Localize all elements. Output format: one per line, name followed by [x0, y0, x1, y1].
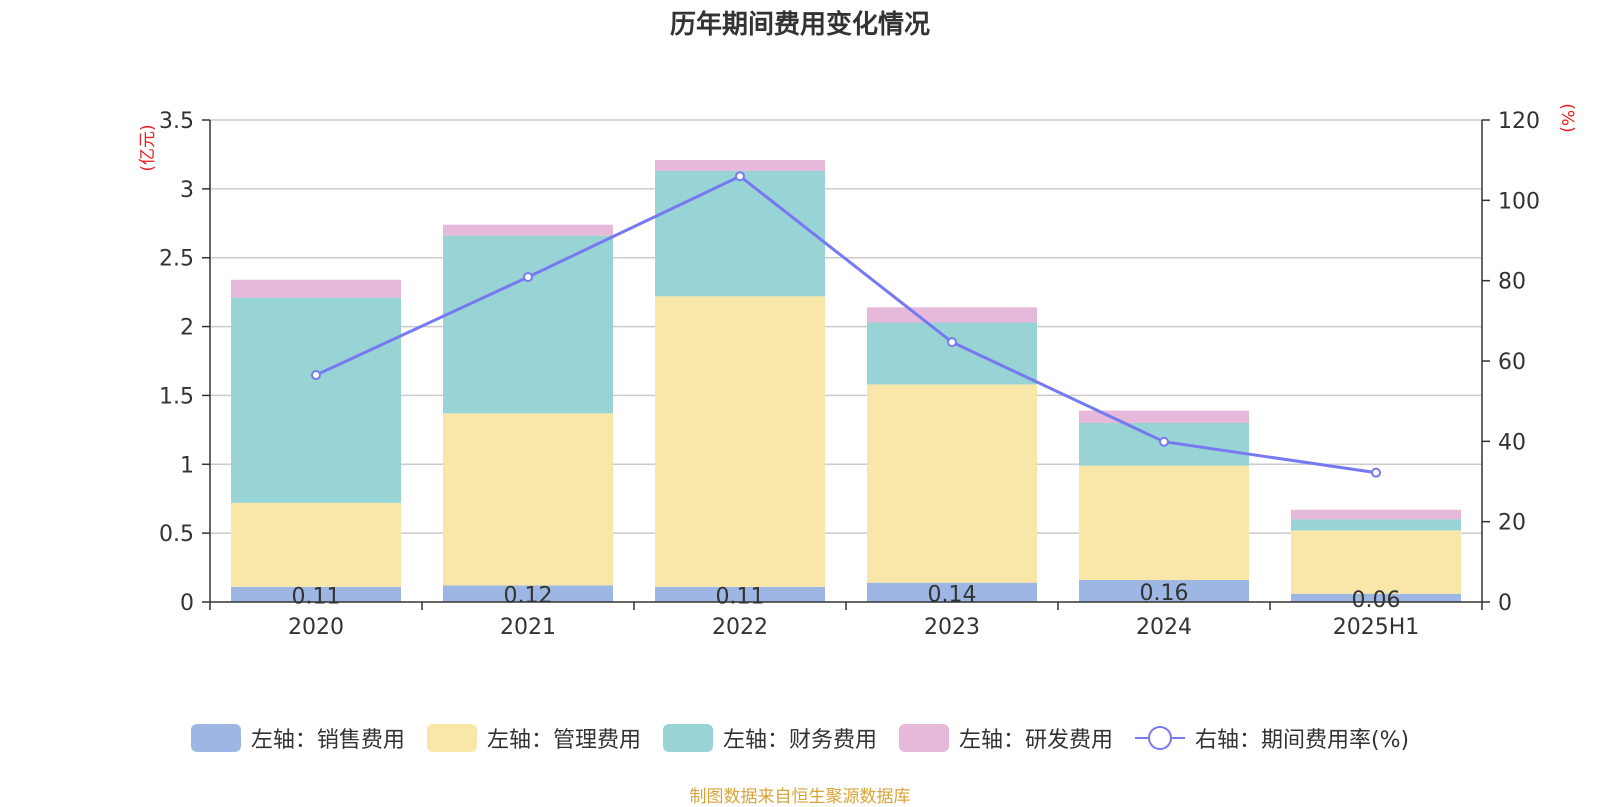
bar-segment-s0-2021 [443, 585, 613, 602]
legend-swatch-finance [662, 724, 713, 752]
bar-segment-s0-2024 [1079, 579, 1249, 602]
bar-segment-s1-2024 [1079, 465, 1249, 580]
rate-line [315, 174, 1377, 475]
legend-item-admin[interactable]: 左轴：管理费用 [426, 722, 641, 754]
rate-point-2020 [311, 370, 321, 381]
bar-segment-s0-2025H1 [1291, 593, 1461, 602]
legend-item-sales[interactable]: 左轴：销售费用 [190, 722, 405, 754]
x-tick-label-2021: 2021 [500, 615, 556, 640]
rate-point-2022 [735, 171, 745, 182]
rate-point-2024 [1159, 436, 1169, 447]
rate-point-2023 [947, 337, 957, 348]
right-tick-label: 100 [1498, 189, 1540, 214]
right-axis-unit: (%) [1557, 103, 1577, 132]
right-tick-label: 120 [1498, 109, 1540, 134]
axes-layer: 0 0.5 1 1.5 2 2.5 3 3.5 0 20 40 60 80 100 120 2020 2021 2… [159, 109, 1540, 640]
legend-swatch-rnd [898, 724, 949, 752]
bar-segment-s1-2023 [867, 384, 1037, 583]
bar-segment-s3-2023 [867, 307, 1037, 323]
bar-segment-s1-2025H1 [1291, 530, 1461, 594]
legend-swatch-sales [190, 724, 241, 752]
right-tick-label: 0 [1498, 591, 1512, 616]
bar-segment-s0-2020 [231, 586, 401, 602]
left-tick-label: 0.5 [159, 522, 194, 547]
labels-layer: 0.11 0.12 0.11 0.14 0.16 0.06 [292, 581, 1401, 613]
source-note: 制图数据来自恒生聚源数据库 [689, 787, 911, 807]
legend: 左轴：销售费用 左轴：管理费用 左轴：财务费用 左轴：研发费用 右轴：期间费用率… [0, 722, 1600, 754]
x-tick-label-2024: 2024 [1136, 615, 1192, 640]
right-tick-label: 60 [1498, 350, 1526, 375]
data-label-2020: 0.11 [292, 584, 341, 609]
right-tick-label: 40 [1498, 430, 1526, 455]
bar-segment-s2-2020 [231, 297, 401, 503]
bar-segment-s3-2022 [655, 159, 825, 171]
legend-item-finance[interactable]: 左轴：财务费用 [662, 722, 877, 754]
legend-line-marker-icon [1134, 724, 1185, 752]
legend-label-rate: 右轴：期间费用率(%) [1194, 728, 1410, 753]
rate-point-2025H1 [1371, 467, 1381, 478]
x-tick-label-2020: 2020 [288, 615, 344, 640]
left-tick-label: 3 [180, 178, 194, 203]
left-tick-label: 3.5 [159, 109, 194, 134]
left-tick-label: 1.5 [159, 384, 194, 409]
legend-swatch-admin [426, 724, 477, 752]
bars-layer [231, 159, 1461, 602]
left-tick-label: 2.5 [159, 247, 194, 272]
data-label-2025H1: 0.06 [1352, 588, 1401, 613]
x-tick-label-2025H1: 2025H1 [1333, 615, 1420, 640]
data-label-2021: 0.12 [504, 584, 553, 609]
left-tick-label: 1 [180, 453, 194, 478]
data-label-2024: 0.16 [1140, 581, 1189, 606]
left-tick-label: 2 [180, 316, 194, 341]
legend-label-rnd: 左轴：研发费用 [958, 728, 1113, 753]
x-tick-label-2022: 2022 [712, 615, 768, 640]
rate-point-2021 [523, 272, 533, 283]
bar-segment-s3-2021 [443, 224, 613, 236]
left-tick-label: 0 [180, 591, 194, 616]
bar-segment-s1-2021 [443, 413, 613, 586]
x-tick-label-2023: 2023 [924, 615, 980, 640]
bar-segment-s3-2020 [231, 279, 401, 298]
bar-segment-s3-2025H1 [1291, 509, 1461, 520]
bar-segment-s2-2021 [443, 235, 613, 414]
right-tick-label: 80 [1498, 270, 1526, 295]
bar-segment-s1-2020 [231, 502, 401, 587]
bar-segment-s1-2022 [655, 296, 825, 587]
legend-item-rnd[interactable]: 左轴：研发费用 [898, 722, 1113, 754]
data-label-2022: 0.11 [716, 584, 765, 609]
bar-segment-s3-2024 [1079, 410, 1249, 423]
bar-segment-s2-2025H1 [1291, 519, 1461, 531]
bar-segment-s0-2022 [655, 586, 825, 602]
legend-label-admin: 左轴：管理费用 [486, 728, 641, 753]
legend-item-rate[interactable]: 右轴：期间费用率(%) [1134, 722, 1410, 754]
bar-segment-s2-2022 [655, 170, 825, 297]
chart-canvas: 0 0.5 1 1.5 2 2.5 3 3.5 0 20 40 60 80 100 120 2020 2021 2… [138, 103, 1577, 640]
legend-label-sales: 左轴：销售费用 [250, 728, 405, 753]
data-label-2023: 0.14 [928, 582, 977, 607]
line-layer [311, 171, 1381, 478]
right-tick-label: 20 [1498, 511, 1526, 536]
left-axis-unit: (亿元) [138, 124, 158, 171]
legend-label-finance: 左轴：财务费用 [722, 728, 877, 753]
chart-title: 历年期间费用变化情况 [669, 10, 930, 40]
bar-segment-s0-2023 [867, 582, 1037, 602]
bar-segment-s2-2023 [867, 322, 1037, 385]
